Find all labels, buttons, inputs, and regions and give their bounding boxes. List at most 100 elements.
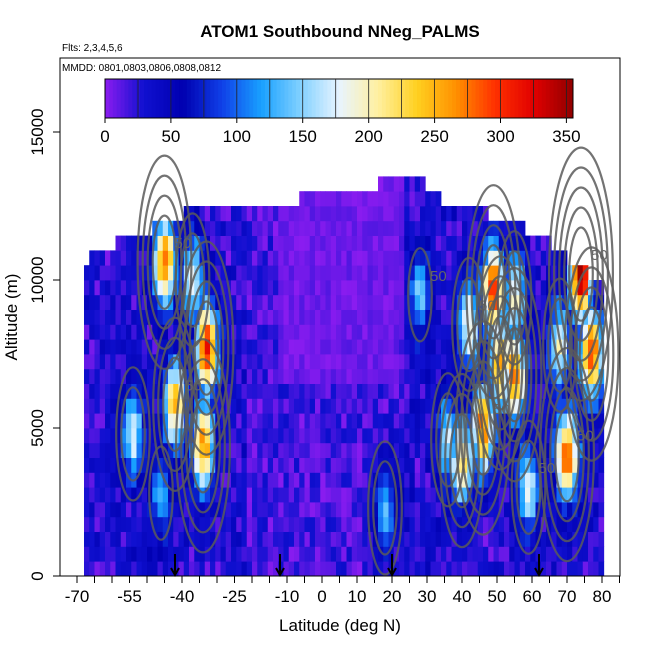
- contour-line: [157, 336, 193, 472]
- heatmap-cell: [126, 472, 132, 488]
- heatmap-cell: [367, 368, 374, 384]
- heatmap-cell: [283, 561, 290, 577]
- heatmap-cell: [561, 531, 568, 547]
- heatmap-cell: [456, 502, 463, 518]
- heatmap-cell: [309, 516, 316, 532]
- heatmap-cell: [346, 191, 353, 207]
- heatmap-cell: [441, 561, 447, 577]
- heatmap-cell: [383, 206, 389, 222]
- heatmap-cell: [309, 442, 316, 458]
- heatmap-cell: [231, 220, 237, 236]
- heatmap-cell: [283, 309, 290, 325]
- contour-line: [547, 146, 614, 402]
- heatmap-cell: [173, 516, 179, 532]
- heatmap-cell: [89, 339, 95, 355]
- heatmap-cell: [257, 561, 263, 577]
- heatmap-cell: [404, 398, 410, 414]
- heatmap-cell: [241, 531, 248, 547]
- heatmap-cell: [346, 339, 353, 355]
- heatmap-cell: [294, 294, 300, 310]
- heatmap-cell: [456, 516, 463, 532]
- heatmap-cell: [315, 428, 321, 444]
- colorbar-band: [120, 79, 125, 118]
- heatmap-cell: [220, 280, 227, 296]
- heatmap-cell: [435, 324, 442, 340]
- heatmap-cell: [241, 235, 248, 251]
- heatmap-cell: [409, 265, 416, 281]
- heatmap-cell: [241, 250, 248, 266]
- heatmap-cell: [257, 368, 263, 384]
- colorbar-band: [475, 79, 480, 118]
- heatmap-cell: [236, 472, 242, 488]
- heatmap-cell: [567, 531, 573, 547]
- colorbar-band: [288, 79, 293, 118]
- heatmap-cell: [372, 457, 379, 473]
- heatmap-cell: [593, 398, 599, 414]
- heatmap-cell: [126, 339, 132, 355]
- heatmap-cell: [115, 280, 122, 296]
- heatmap-cell: [388, 309, 395, 325]
- heatmap-cell: [84, 324, 90, 340]
- heatmap-cell: [231, 235, 237, 251]
- heatmap-cell: [246, 383, 253, 399]
- heatmap-cell: [341, 354, 347, 370]
- heatmap-cell: [294, 516, 300, 532]
- heatmap-cell: [84, 546, 90, 562]
- heatmap-cell: [231, 280, 237, 296]
- heatmap-cell: [530, 339, 536, 355]
- heatmap-cell: [414, 413, 421, 429]
- heatmap-cell: [383, 472, 389, 488]
- contour-line: [554, 406, 580, 503]
- heatmap-cell: [456, 309, 463, 325]
- heatmap-cell: [299, 457, 305, 473]
- heatmap-cell: [351, 516, 358, 532]
- heatmap-cell: [341, 324, 347, 340]
- heatmap-cell: [488, 294, 494, 310]
- colorbar-band: [155, 79, 161, 118]
- colorbar-band: [362, 79, 367, 118]
- heatmap-cell: [173, 220, 179, 236]
- heatmap-cell: [346, 442, 353, 458]
- heatmap-cell: [325, 487, 332, 503]
- heatmap-cell: [525, 428, 531, 444]
- heatmap-cell: [430, 294, 437, 310]
- heatmap-cell: [115, 235, 122, 251]
- heatmap-cell: [420, 265, 426, 281]
- colorbar-band: [339, 79, 344, 118]
- heatmap-cell: [262, 368, 269, 384]
- heatmap-cell: [320, 472, 326, 488]
- heatmap-cell: [409, 457, 416, 473]
- heatmap-cell: [351, 250, 358, 266]
- heatmap-cell: [304, 220, 311, 236]
- heatmap-cell: [126, 294, 132, 310]
- heatmap-cell: [246, 280, 253, 296]
- heatmap-cell: [236, 280, 242, 296]
- heatmap-cell: [183, 561, 190, 577]
- heatmap-cell: [430, 383, 437, 399]
- heatmap-cell: [446, 309, 452, 325]
- heatmap-cell: [540, 531, 547, 547]
- heatmap-cell: [593, 546, 599, 562]
- heatmap-cell: [430, 413, 437, 429]
- heatmap-cell: [267, 220, 274, 236]
- colorbar-band: [534, 79, 539, 118]
- heatmap-cell: [530, 546, 536, 562]
- heatmap-cell: [336, 354, 342, 370]
- heatmap-cell: [288, 324, 295, 340]
- heatmap-cell: [388, 220, 395, 236]
- heatmap-cell: [162, 457, 169, 473]
- heatmap-cell: [330, 250, 337, 266]
- heatmap-cell: [210, 368, 216, 384]
- heatmap-cell: [262, 265, 269, 281]
- heatmap-cell: [393, 235, 400, 251]
- x-tick-label: 10: [348, 587, 367, 606]
- heatmap-cell: [147, 339, 153, 355]
- heatmap-cell: [446, 235, 452, 251]
- heatmap-cell: [105, 354, 111, 370]
- colorbar-band: [183, 79, 188, 118]
- contour-line: [578, 306, 605, 402]
- heatmap-cell: [105, 383, 111, 399]
- heatmap-cell: [199, 442, 206, 458]
- heatmap-cell: [246, 324, 253, 340]
- heatmap-cell: [336, 280, 342, 296]
